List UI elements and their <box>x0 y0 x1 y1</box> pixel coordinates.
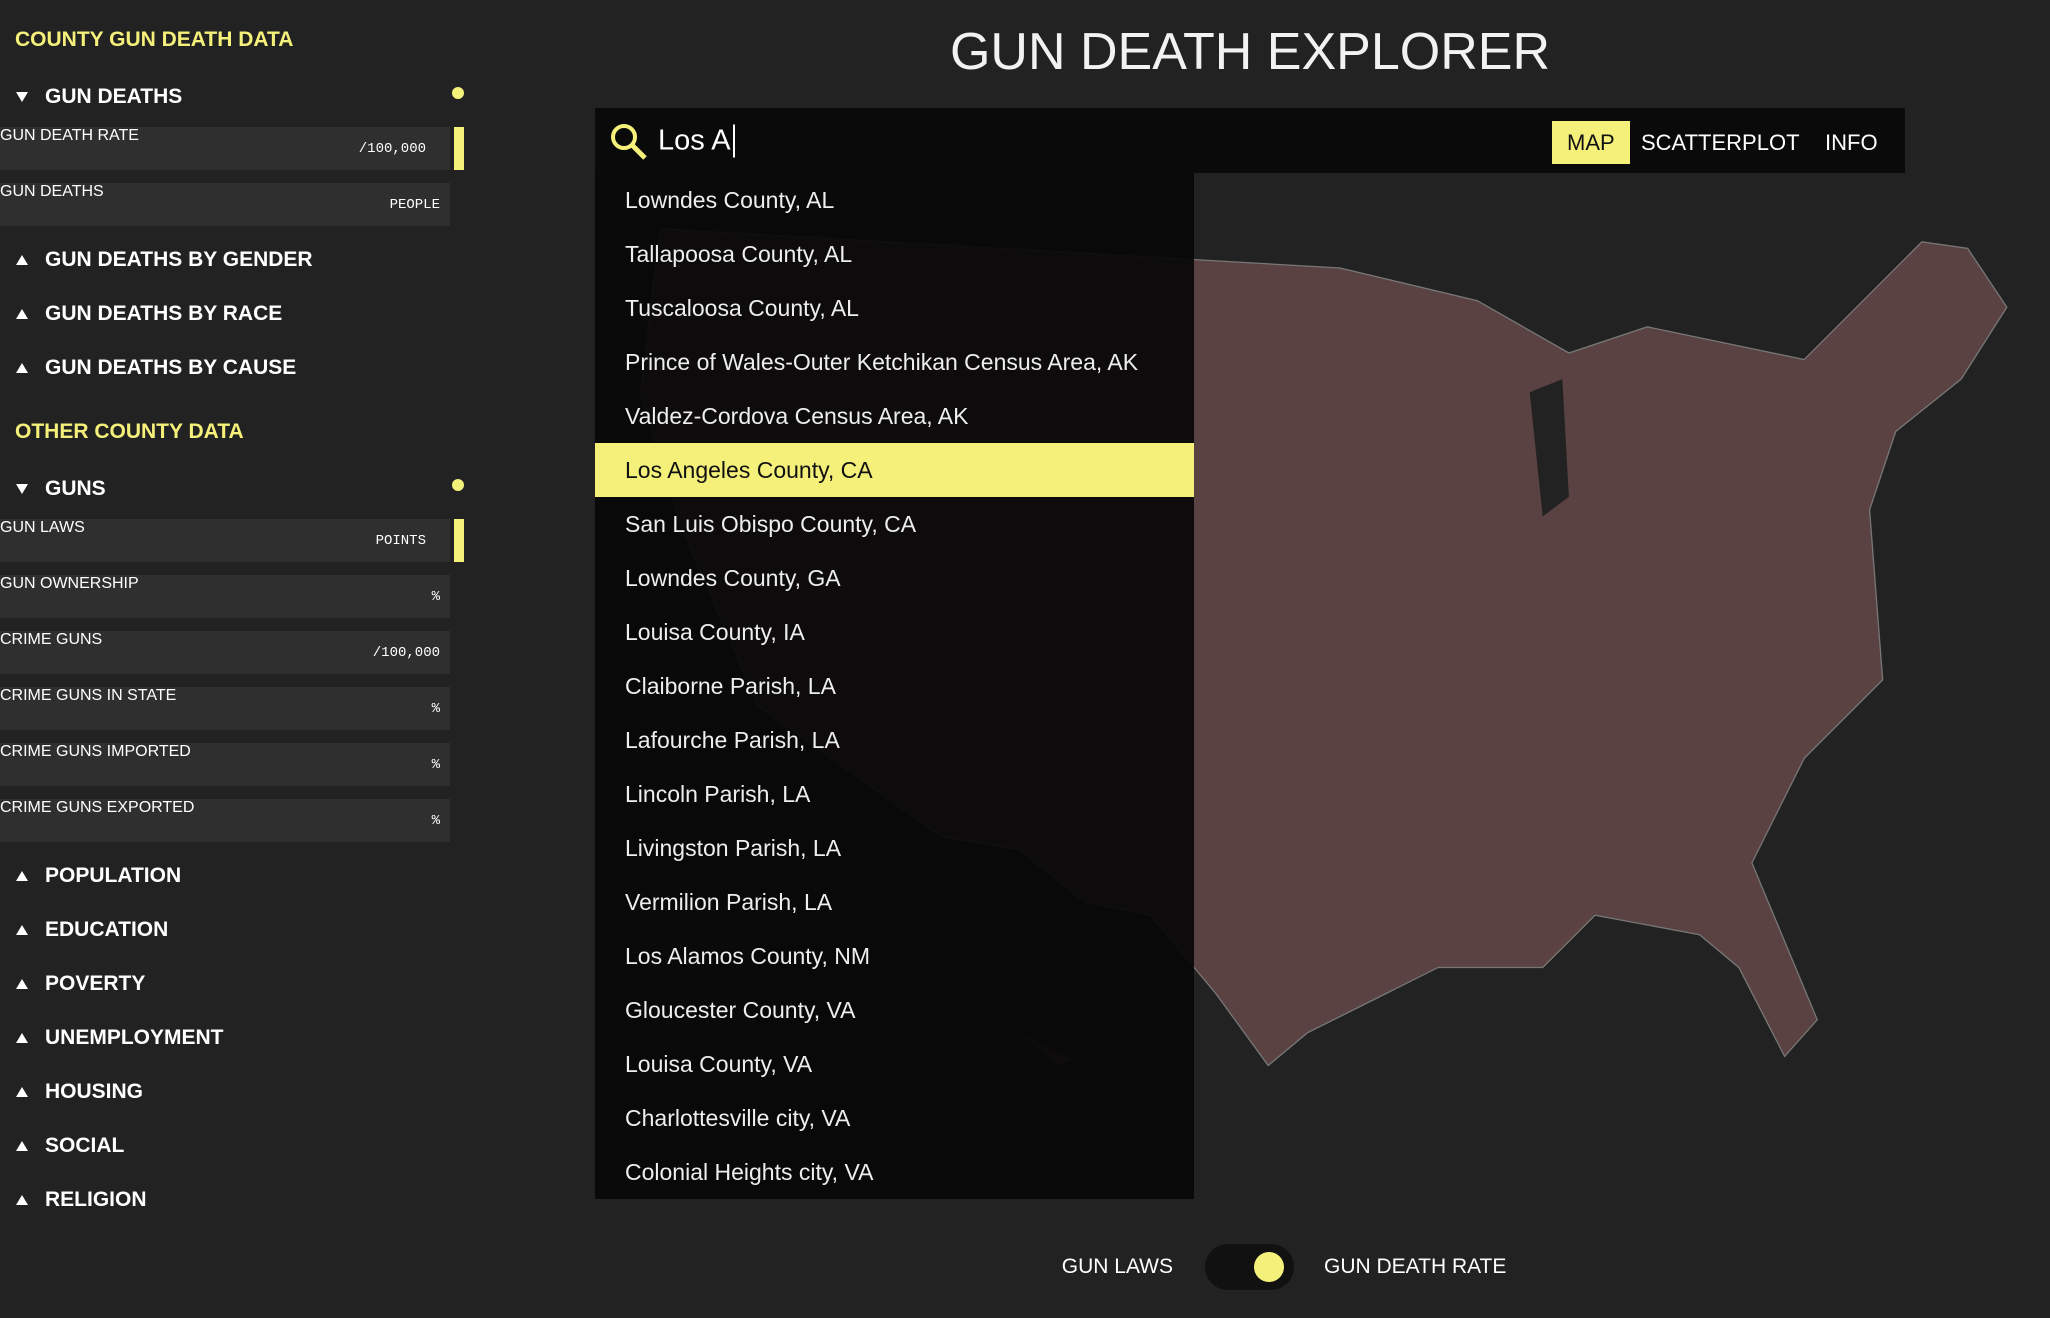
variable-label: CRIME GUNS IMPORTED <box>0 743 191 760</box>
group-header[interactable]: POVERTY <box>45 972 146 995</box>
search-result[interactable]: Gloucester County, VA <box>625 997 856 1023</box>
group-arrow <box>16 309 28 319</box>
search-result[interactable]: Lafourche Parish, LA <box>625 727 840 753</box>
dropdown: Lowndes County, AL Tallapoosa County, AL T… <box>595 173 1194 1199</box>
group-header[interactable]: GUN DEATHS <box>45 85 183 108</box>
search-result[interactable]: Lowndes County, AL <box>625 187 835 213</box>
group-arrow <box>16 363 28 373</box>
group-header[interactable]: GUN DEATHS BY CAUSE <box>45 356 297 379</box>
group-header[interactable]: POPULATION <box>45 864 182 887</box>
variable-label: CRIME GUNS <box>0 631 103 648</box>
search-result[interactable]: Los Alamos County, NM <box>625 943 871 969</box>
variable-label: CRIME GUNS EXPORTED <box>0 799 195 816</box>
variable-label: GUN DEATH RATE <box>0 127 139 144</box>
variable-row[interactable]: GUN OWNERSHIP% <box>0 575 450 618</box>
variable-label: GUN DEATHS <box>0 183 104 200</box>
tab[interactable]: SCATTERPLOT <box>1641 130 1800 155</box>
search-result[interactable]: Louisa County, VA <box>625 1051 813 1077</box>
group-header[interactable]: EDUCATION <box>45 918 169 941</box>
selected-bar <box>454 127 464 170</box>
group-arrow <box>16 871 28 881</box>
variable-row[interactable]: GUN LAWS POINTS <box>0 519 450 562</box>
selected-bar <box>454 519 464 562</box>
search-result[interactable]: Claiborne Parish, LA <box>625 673 836 699</box>
group-arrow <box>16 1087 28 1097</box>
variable-unit: /100,000 <box>372 644 440 661</box>
tab[interactable]: MAP <box>1552 121 1630 164</box>
variable-unit: % <box>431 700 440 717</box>
variable-label: CRIME GUNS IN STATE <box>0 687 177 704</box>
group-arrow <box>16 92 28 102</box>
group-header[interactable]: GUNS <box>45 477 106 500</box>
search-result[interactable]: Valdez-Cordova Census Area, AK <box>625 403 969 429</box>
search-result[interactable]: Livingston Parish, LA <box>625 835 842 861</box>
group-arrow <box>16 1033 28 1043</box>
group-header[interactable]: UNEMPLOYMENT <box>45 1026 224 1049</box>
search-result[interactable]: Tuscaloosa County, AL <box>625 295 859 321</box>
title: GUN DEATH EXPLORER <box>949 23 1551 81</box>
search-result[interactable]: Vermilion Parish, LA <box>625 889 833 915</box>
variable-label: GUN LAWS <box>0 519 85 536</box>
group-arrow <box>16 255 28 265</box>
section-title: COUNTY GUN DEATH DATA <box>15 28 294 51</box>
search-result[interactable]: Tallapoosa County, AL <box>625 241 853 267</box>
group-dot <box>452 479 464 491</box>
lake <box>1529 379 1569 517</box>
group-arrow <box>16 484 28 494</box>
variable-row[interactable]: GUN DEATH RATE/100,000 <box>0 127 450 170</box>
search-result[interactable]: Lowndes County, GA <box>625 565 841 591</box>
variable-unit: /100,000 <box>358 140 426 157</box>
toggle-right[interactable]: GUN DEATH RATE <box>1324 1255 1507 1278</box>
variable-unit: % <box>431 756 440 773</box>
section-title: OTHER COUNTY DATA <box>15 420 244 443</box>
search-bar[interactable]: Los A <box>595 108 1905 173</box>
group-header[interactable]: SOCIAL <box>45 1134 125 1157</box>
group-dot <box>452 87 464 99</box>
variable-unit: % <box>431 588 440 605</box>
group-arrow <box>16 1195 28 1205</box>
tab[interactable]: INFO <box>1825 130 1878 155</box>
search-result[interactable]: San Luis Obispo County, CA <box>625 511 917 537</box>
toggle-left[interactable]: GUN LAWS <box>1061 1255 1173 1278</box>
variable-row[interactable]: CRIME GUNS EXPORTED% <box>0 799 450 842</box>
group-header[interactable]: RELIGION <box>45 1188 147 1211</box>
variable-row[interactable]: CRIME GUNS IN STATE% <box>0 687 450 730</box>
variable-unit: % <box>431 812 440 829</box>
variable-label: GUN OWNERSHIP <box>0 575 139 592</box>
search-result[interactable]: Los Angeles County, CA <box>595 443 1194 497</box>
variable-row[interactable]: CRIME GUNS IMPORTED% <box>0 743 450 786</box>
toggle[interactable] <box>1205 1244 1294 1290</box>
search-result[interactable]: Charlottesville city, VA <box>625 1105 851 1131</box>
search-result[interactable]: Colonial Heights city, VA <box>625 1159 874 1185</box>
group-arrow <box>16 925 28 935</box>
variable-row[interactable]: GUN DEATHS PEOPLE <box>0 183 450 226</box>
variable-unit: POINTS <box>375 532 426 549</box>
toggle-knob <box>1254 1252 1284 1282</box>
search-result[interactable]: Prince of Wales-Outer Ketchikan Census A… <box>625 349 1139 375</box>
group-header[interactable]: GUN DEATHS BY GENDER <box>45 248 313 271</box>
variable-unit: PEOPLE <box>389 196 440 213</box>
search-icon <box>611 124 647 160</box>
search-result[interactable]: Louisa County, IA <box>625 619 805 645</box>
group-header[interactable]: HOUSING <box>45 1080 144 1103</box>
search-input[interactable]: Los A <box>658 124 735 157</box>
search-result[interactable]: Lincoln Parish, LA <box>625 781 811 807</box>
group-arrow <box>16 1141 28 1151</box>
group-arrow <box>16 979 28 989</box>
variable-row[interactable]: CRIME GUNS/100,000 <box>0 631 450 674</box>
group-header[interactable]: GUN DEATHS BY RACE <box>45 302 283 325</box>
